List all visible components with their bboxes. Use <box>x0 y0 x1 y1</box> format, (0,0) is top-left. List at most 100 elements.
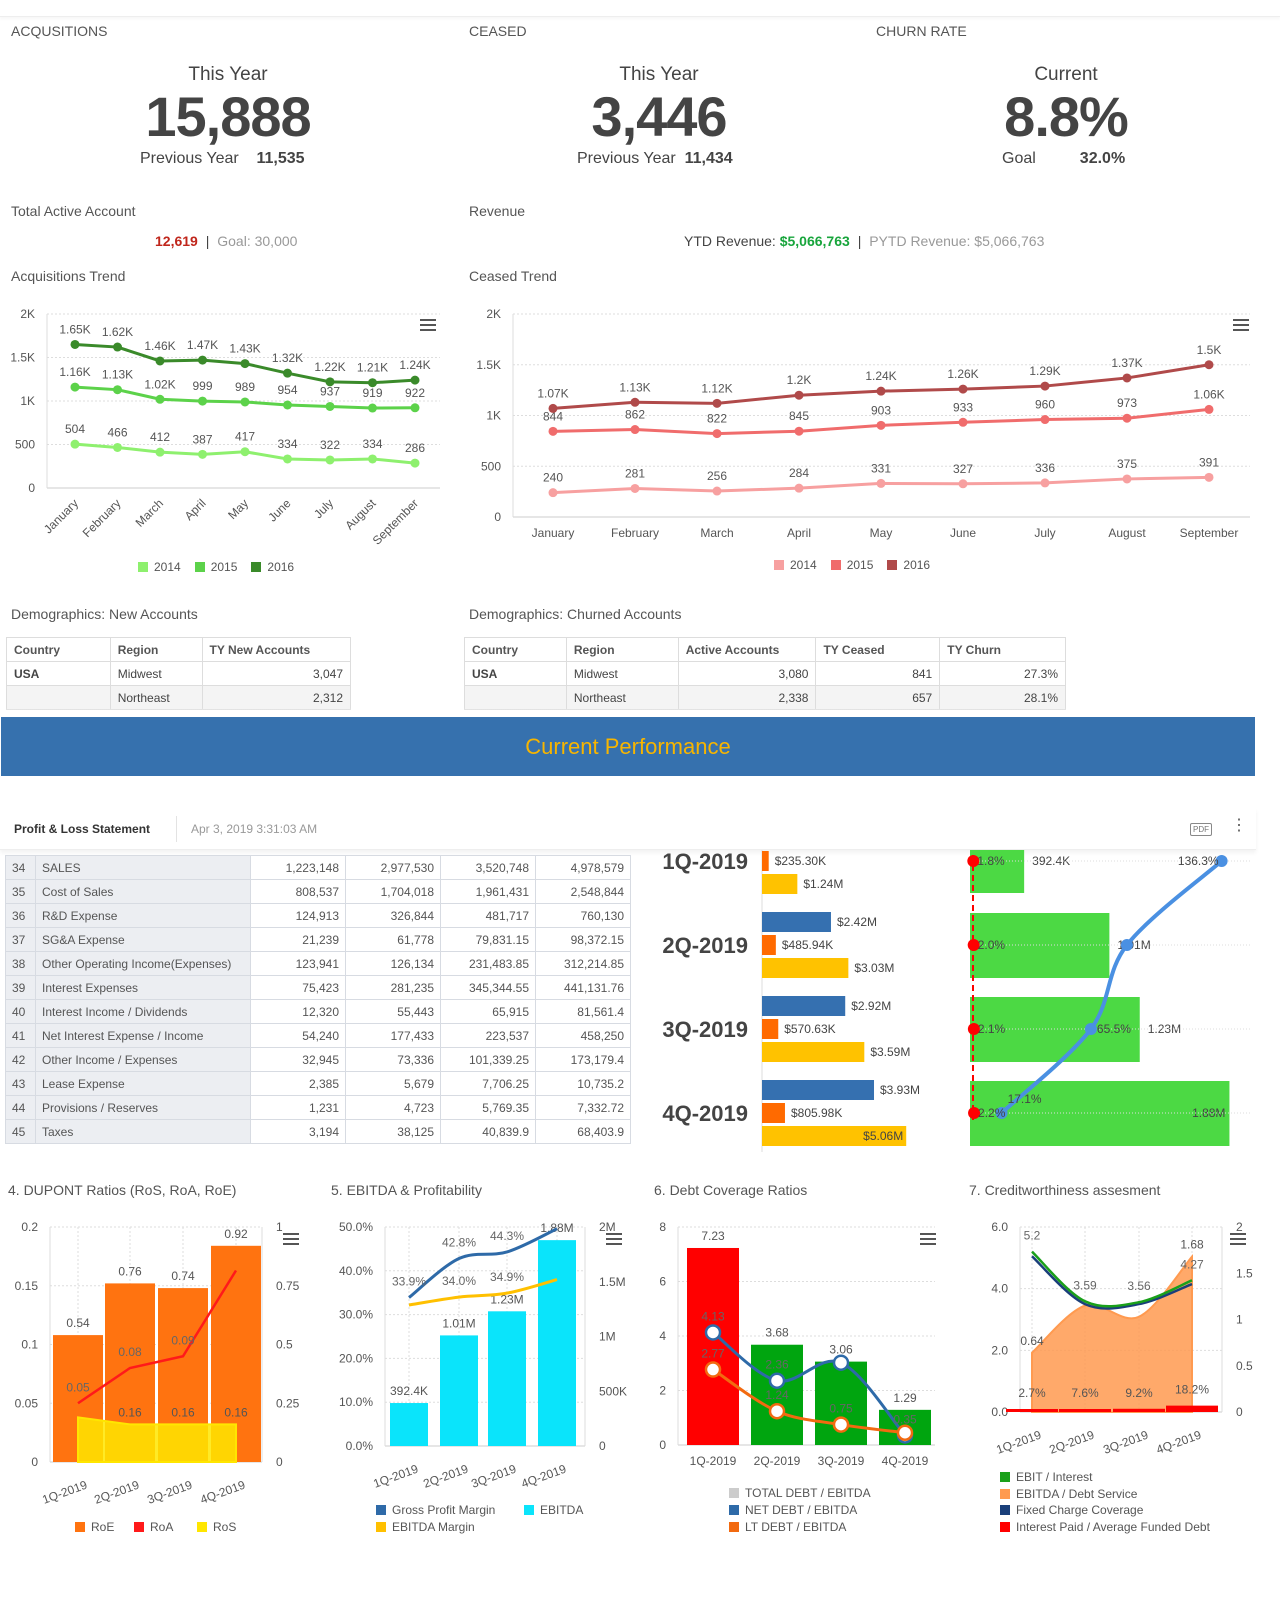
legend-item[interactable]: LT DEBT / EBITDA <box>729 1520 846 1534</box>
column-header[interactable]: Country <box>6 637 111 662</box>
y2-tick-label: 1 <box>276 1220 283 1234</box>
legend-item[interactable]: Fixed Charge Coverage <box>1000 1503 1143 1517</box>
pl-row: 38 Other Operating Income(Expenses) 123,94… <box>5 951 631 976</box>
bar <box>970 1081 1230 1146</box>
bar <box>762 1042 865 1062</box>
value-cell: 38,125 <box>345 1119 441 1144</box>
data-point <box>368 403 377 413</box>
column-header[interactable]: Region <box>565 637 679 662</box>
line-label: 34.0% <box>442 1274 476 1288</box>
churn-goal: Goal 32.0% <box>1002 150 1125 168</box>
legend-item[interactable]: EBITDA / Debt Service <box>1000 1487 1137 1501</box>
legend-item[interactable]: TOTAL DEBT / EBITDA <box>729 1486 871 1500</box>
legend-item[interactable]: Interest Paid / Average Funded Debt <box>1000 1520 1210 1534</box>
acquisitions-sub: This Year <box>188 64 268 85</box>
legend-item-2016[interactable]: 2016 <box>251 560 294 574</box>
pl-row: 43 Lease Expense 2,385 5,679 7,706.25 10,735.… <box>5 1071 631 1096</box>
column-header[interactable]: TY Ceased <box>815 637 941 662</box>
legend-item-2015[interactable]: 2015 <box>194 560 237 574</box>
data-label: 1.32K <box>272 351 303 365</box>
data-label: 1.24K <box>865 369 896 383</box>
legend-item-2014[interactable]: 2014 <box>774 558 817 572</box>
value-cell: 101,339.25 <box>440 1047 536 1072</box>
data-point <box>1040 478 1050 488</box>
legend-item[interactable]: EBITDA Margin <box>376 1520 475 1534</box>
chart-menu-icon[interactable] <box>420 319 436 331</box>
data-label: 466 <box>107 425 127 439</box>
legend-item[interactable]: Gross Profit Margin <box>376 1503 495 1517</box>
chart-menu-icon[interactable] <box>606 1233 622 1245</box>
chart-menu-icon[interactable] <box>283 1233 299 1245</box>
pl-row: 35 Cost of Sales 808,537 1,704,018 1,961,431… <box>5 879 631 904</box>
value-cell: 1,223,148 <box>250 855 346 880</box>
data-label: 336 <box>1035 461 1055 475</box>
legend-item-2014[interactable]: 2014 <box>138 560 181 574</box>
line-series <box>1031 1255 1193 1310</box>
x-tick-label: 3Q-2019 <box>469 1462 518 1491</box>
line-item: R&D Expense <box>35 903 251 928</box>
column-header[interactable]: TY Churn <box>939 637 1066 662</box>
legend-item-2016[interactable]: 2016 <box>887 558 930 572</box>
legend-item-2015[interactable]: 2015 <box>830 558 873 572</box>
chart-menu-icon[interactable] <box>920 1233 936 1245</box>
revenue-line: YTD Revenue: $5,066,763 | PYTD Revenue: … <box>684 233 1044 249</box>
bar-label: 18.2% <box>1175 1383 1209 1397</box>
legend-item[interactable]: RoE <box>75 1520 114 1534</box>
red-point <box>968 1107 981 1119</box>
data-label: 1.13K <box>619 380 650 394</box>
data-point <box>325 401 335 411</box>
value-cell: 32,945 <box>250 1047 346 1072</box>
legend-item[interactable]: EBIT / Interest <box>1000 1470 1092 1484</box>
bar <box>762 1080 875 1100</box>
data-point <box>240 447 250 457</box>
y2-tick-label: 0.5 <box>276 1338 293 1352</box>
value-cell: 7,706.25 <box>440 1071 536 1096</box>
data-point <box>410 375 420 385</box>
goal-value: 32.0% <box>1079 150 1126 167</box>
value-cell: 1,961,431 <box>440 879 536 904</box>
data-point <box>410 403 420 413</box>
bar-label: $2.42M <box>837 915 877 929</box>
row-number: 37 <box>5 927 36 952</box>
bar-label: 1.23M <box>490 1292 523 1306</box>
more-options-icon[interactable]: ⋮ <box>1231 817 1247 834</box>
y-tick-label: 10.0% <box>339 1395 373 1409</box>
value-cell: 2,977,530 <box>345 855 441 880</box>
column-header[interactable]: Region <box>109 637 203 662</box>
legend-item[interactable]: RoA <box>134 1520 173 1534</box>
legend-item[interactable]: EBITDA <box>524 1503 583 1517</box>
data-point <box>1122 474 1132 484</box>
x-tick-label: May <box>870 526 893 540</box>
pdf-export-button[interactable]: PDF <box>1190 823 1212 836</box>
column-header[interactable]: TY New Accounts <box>201 637 352 662</box>
column-header[interactable]: Country <box>464 637 567 662</box>
legend-item[interactable]: NET DEBT / EBITDA <box>729 1503 857 1517</box>
chart-menu-icon[interactable] <box>1233 319 1249 331</box>
chart-menu-icon[interactable] <box>1230 1233 1246 1245</box>
data-label: 1.12K <box>701 381 732 395</box>
line-label: 136.3% <box>1178 854 1219 868</box>
value-cell: 40,839.9 <box>440 1119 536 1144</box>
row-number: 36 <box>5 903 36 928</box>
bar-label: 0.76 <box>118 1264 142 1278</box>
bar <box>762 851 769 871</box>
table-cell: 2,338 <box>677 685 817 710</box>
line-item: Cost of Sales <box>35 879 251 904</box>
line-series <box>1031 1250 1193 1308</box>
legend-item[interactable]: RoS <box>197 1520 236 1534</box>
data-point <box>876 478 886 488</box>
value-cell: 124,913 <box>250 903 346 928</box>
column-header[interactable]: Active Accounts <box>677 637 817 662</box>
value-cell: 54,240 <box>250 1023 346 1048</box>
data-point <box>113 342 122 352</box>
value-cell: 281,235 <box>345 975 441 1000</box>
line-item: Taxes <box>35 1119 251 1144</box>
line-label: 0.75 <box>829 1402 853 1416</box>
y-tick-label: 0.2 <box>21 1220 38 1234</box>
x-tick-label: 4Q-2019 <box>519 1462 568 1491</box>
value-cell: 10,735.2 <box>535 1071 631 1096</box>
data-point <box>240 397 250 407</box>
separator: | <box>205 233 210 249</box>
x-tick-label: 1Q-2019 <box>690 1454 737 1468</box>
bar-label: 0.92 <box>224 1227 248 1241</box>
